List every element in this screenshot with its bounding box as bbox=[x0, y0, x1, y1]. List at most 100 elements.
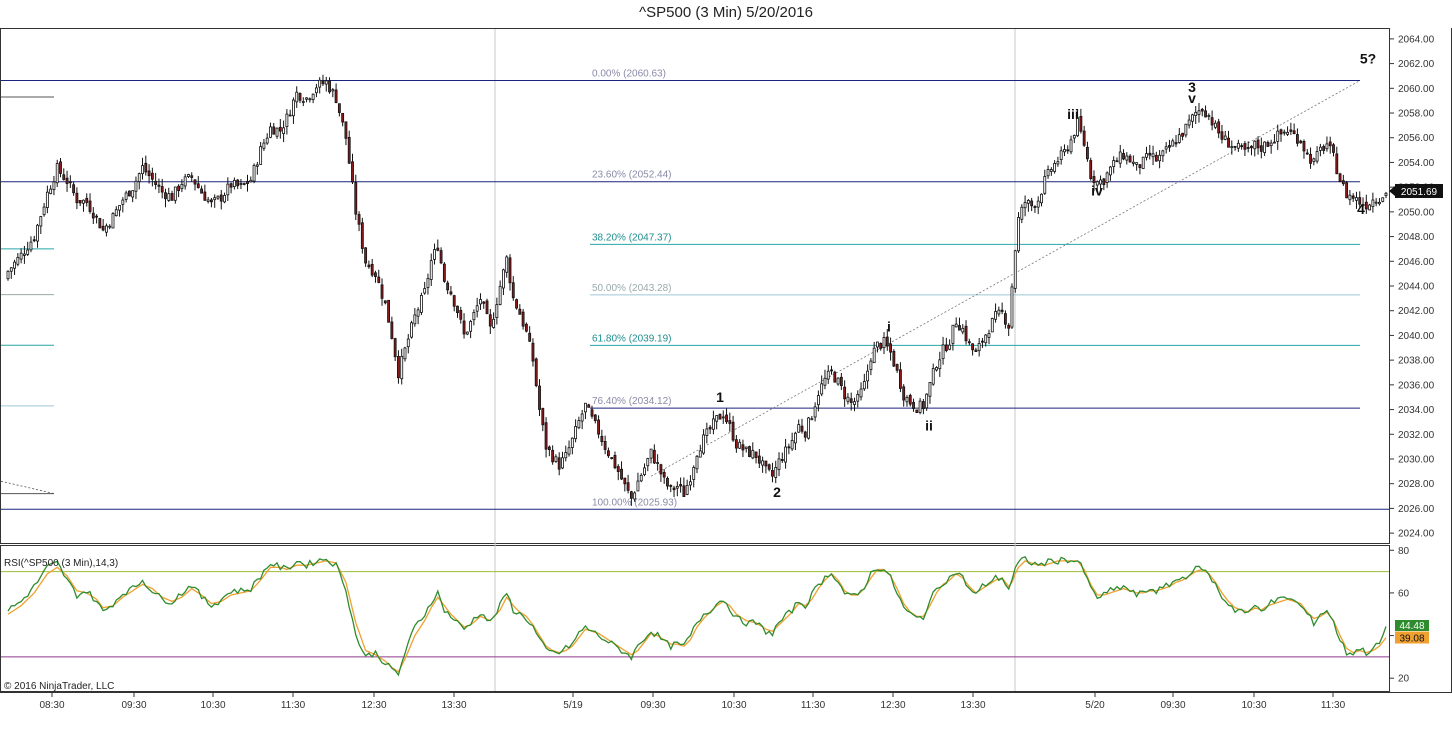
candle bbox=[666, 476, 669, 490]
candle bbox=[160, 178, 164, 199]
candle bbox=[813, 402, 817, 422]
candle bbox=[984, 334, 988, 347]
candle bbox=[541, 407, 545, 432]
candle bbox=[1289, 122, 1293, 135]
candle bbox=[347, 130, 351, 164]
candle bbox=[334, 83, 338, 104]
time-tick: 11:30 bbox=[281, 700, 306, 711]
candle bbox=[892, 349, 896, 368]
price-tick: 2056.00 bbox=[1398, 133, 1435, 144]
candle bbox=[518, 304, 522, 315]
candle bbox=[935, 366, 938, 372]
time-tick: 09:30 bbox=[640, 700, 665, 711]
candle bbox=[469, 319, 473, 339]
candle bbox=[465, 331, 469, 336]
candle bbox=[429, 253, 433, 286]
candle bbox=[515, 298, 518, 310]
candle bbox=[981, 337, 984, 348]
candle bbox=[488, 308, 492, 335]
candle bbox=[669, 484, 673, 493]
candle bbox=[1328, 136, 1332, 154]
candle bbox=[36, 223, 39, 248]
fib-label-2: 38.20% (2047.37) bbox=[592, 232, 672, 243]
candle bbox=[419, 292, 423, 316]
candle bbox=[1099, 175, 1102, 192]
candle bbox=[1158, 150, 1162, 169]
candle bbox=[426, 273, 430, 295]
candle bbox=[1181, 132, 1184, 141]
candle bbox=[567, 440, 571, 457]
candle bbox=[705, 422, 709, 444]
candle bbox=[91, 207, 95, 225]
candle bbox=[285, 109, 289, 135]
candle bbox=[1227, 130, 1230, 148]
candle bbox=[1305, 149, 1309, 155]
price-tick: 2042.00 bbox=[1398, 306, 1435, 317]
candle bbox=[1279, 128, 1283, 142]
candle bbox=[462, 313, 466, 339]
candle bbox=[200, 185, 203, 194]
candle bbox=[544, 417, 548, 458]
candle bbox=[738, 439, 742, 449]
candle bbox=[1338, 172, 1342, 183]
prior-trend-line bbox=[0, 480, 55, 494]
candle bbox=[1191, 113, 1194, 128]
candle bbox=[367, 260, 371, 269]
candle bbox=[475, 297, 479, 318]
candle bbox=[895, 363, 899, 373]
candle bbox=[495, 297, 499, 325]
candle bbox=[26, 241, 30, 256]
candle bbox=[134, 176, 138, 200]
candle bbox=[820, 375, 824, 397]
candle bbox=[718, 413, 722, 420]
candle bbox=[925, 393, 929, 411]
candle bbox=[1246, 141, 1250, 153]
candle bbox=[249, 176, 253, 183]
time-tick: 10:30 bbox=[1241, 700, 1266, 711]
candle bbox=[374, 270, 377, 283]
candle bbox=[1299, 139, 1303, 144]
candle bbox=[406, 334, 410, 354]
candle bbox=[849, 392, 853, 411]
candle bbox=[203, 184, 207, 201]
candle bbox=[918, 397, 922, 415]
candle bbox=[1381, 197, 1385, 203]
candle bbox=[265, 133, 269, 145]
candle bbox=[1318, 143, 1322, 157]
candle bbox=[1003, 310, 1007, 329]
candle bbox=[85, 193, 89, 207]
candle bbox=[698, 444, 702, 458]
candle bbox=[1292, 123, 1296, 135]
time-tick: 12:30 bbox=[880, 700, 905, 711]
candle bbox=[321, 74, 325, 86]
rsi-tick: 20 bbox=[1398, 674, 1410, 685]
candle bbox=[1197, 102, 1201, 123]
candle bbox=[498, 280, 502, 306]
candle bbox=[127, 190, 131, 197]
candle bbox=[364, 247, 368, 267]
candle bbox=[13, 259, 16, 275]
candle bbox=[928, 381, 932, 404]
candle bbox=[324, 76, 328, 92]
rsi-average-text: 39.08 bbox=[1399, 634, 1424, 645]
candle bbox=[167, 187, 171, 202]
candle bbox=[741, 439, 745, 458]
candle bbox=[915, 409, 919, 413]
candle bbox=[1076, 109, 1080, 138]
time-tick: 5/19 bbox=[563, 700, 583, 711]
candle bbox=[393, 337, 397, 361]
candle bbox=[570, 437, 574, 455]
candle bbox=[908, 393, 912, 407]
candle bbox=[941, 336, 945, 365]
wave-label-iii: iii bbox=[1067, 106, 1079, 122]
price-tick: 2040.00 bbox=[1398, 331, 1435, 342]
candle bbox=[1256, 136, 1260, 155]
time-tick: 08:30 bbox=[39, 700, 64, 711]
candle bbox=[226, 177, 230, 201]
candle bbox=[137, 172, 141, 190]
candle bbox=[1184, 123, 1188, 138]
candle bbox=[508, 254, 512, 291]
candle bbox=[410, 320, 413, 339]
candle bbox=[1161, 149, 1165, 163]
